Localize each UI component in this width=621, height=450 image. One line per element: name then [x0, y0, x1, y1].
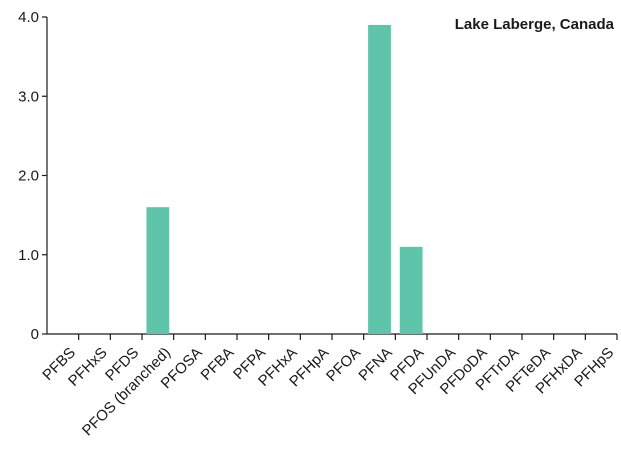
x-tick-label: PFOA [323, 344, 364, 385]
x-tick-label: PFBA [198, 344, 238, 384]
bar [368, 24, 391, 335]
y-tick-label: 3.0 [18, 88, 39, 105]
bar [146, 207, 170, 334]
x-tick-label: PFNA [355, 344, 395, 384]
chart-title: Lake Laberge, Canada [455, 16, 615, 33]
y-tick-label: 0 [31, 326, 39, 343]
y-tick-label: 1.0 [18, 247, 39, 264]
y-tick-label: 4.0 [18, 9, 39, 26]
bar [399, 246, 423, 334]
y-axis-ticks: 0 1.0 2.0 3.0 4.0 [18, 9, 47, 343]
bars [146, 24, 423, 335]
y-tick-label: 2.0 [18, 168, 39, 185]
